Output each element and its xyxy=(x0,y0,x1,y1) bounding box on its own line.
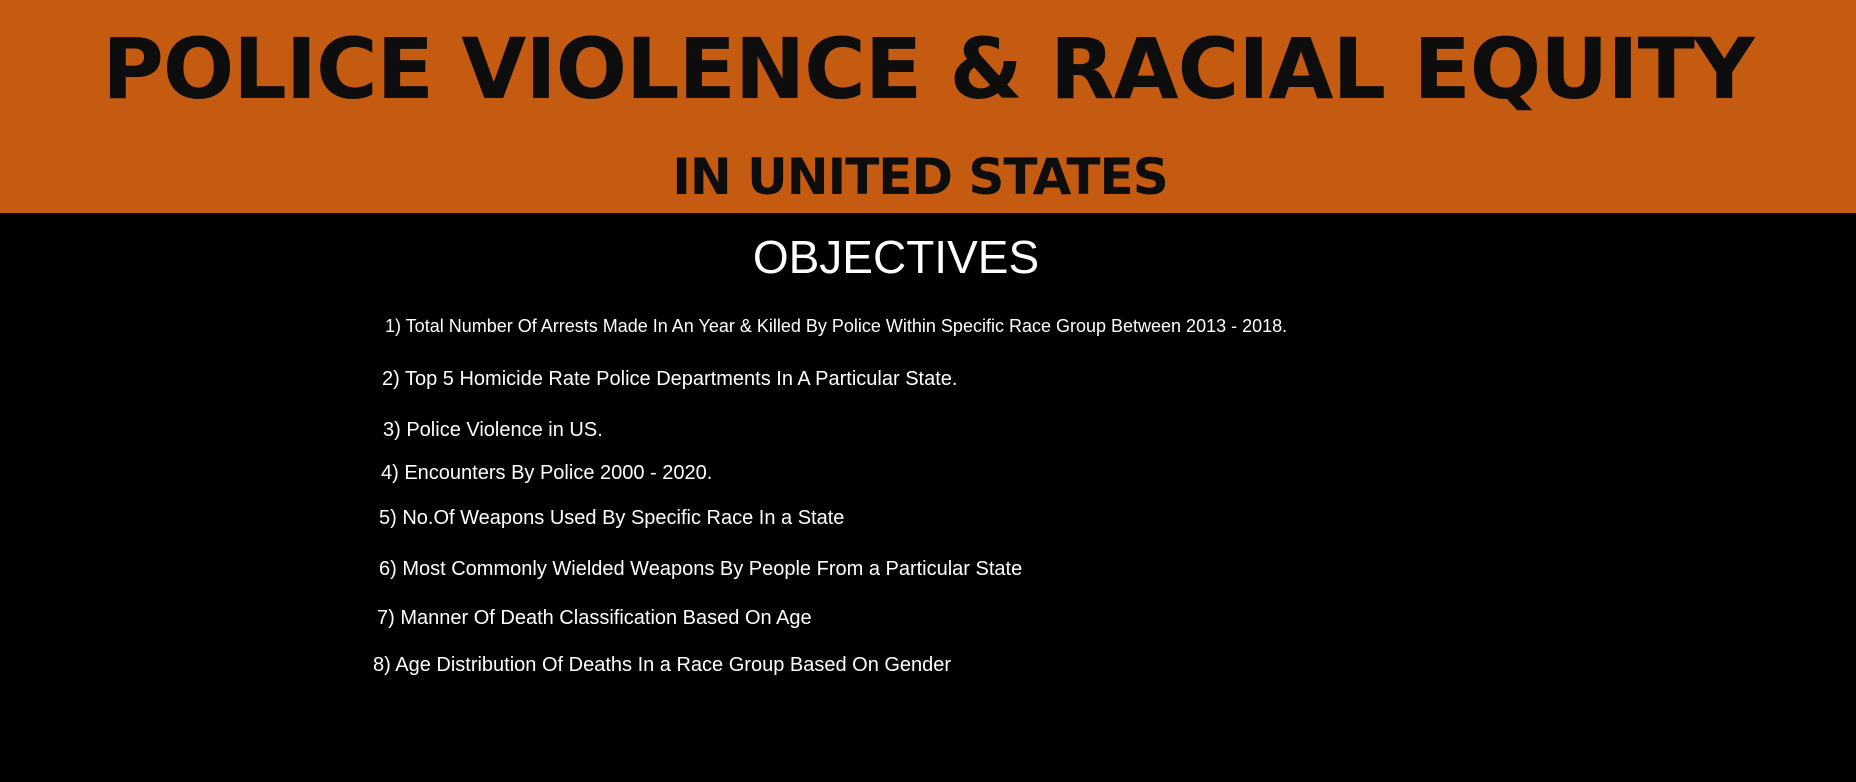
objective-item-4: 4) Encounters By Police 2000 - 2020. xyxy=(381,462,713,484)
objective-item-7: 7) Manner Of Death Classification Based … xyxy=(377,607,812,629)
objective-item-6: 6) Most Commonly Wielded Weapons By Peop… xyxy=(379,558,1023,580)
objective-item-8: 8) Age Distribution Of Deaths In a Race … xyxy=(373,654,952,676)
page-subtitle: IN UNITED STATES xyxy=(672,148,1168,206)
title-banner: POLICE VIOLENCE & RACIAL EQUITY IN UNITE… xyxy=(0,0,1856,213)
objective-item-1: 1) Total Number Of Arrests Made In An Ye… xyxy=(385,316,1288,336)
objective-item-2: 2) Top 5 Homicide Rate Police Department… xyxy=(382,368,958,390)
objective-item-5: 5) No.Of Weapons Used By Specific Race I… xyxy=(379,507,845,529)
objective-item-3: 3) Police Violence in US. xyxy=(383,419,603,441)
page-title: POLICE VIOLENCE & RACIAL EQUITY xyxy=(102,20,1754,118)
objectives-heading: OBJECTIVES xyxy=(752,231,1040,283)
